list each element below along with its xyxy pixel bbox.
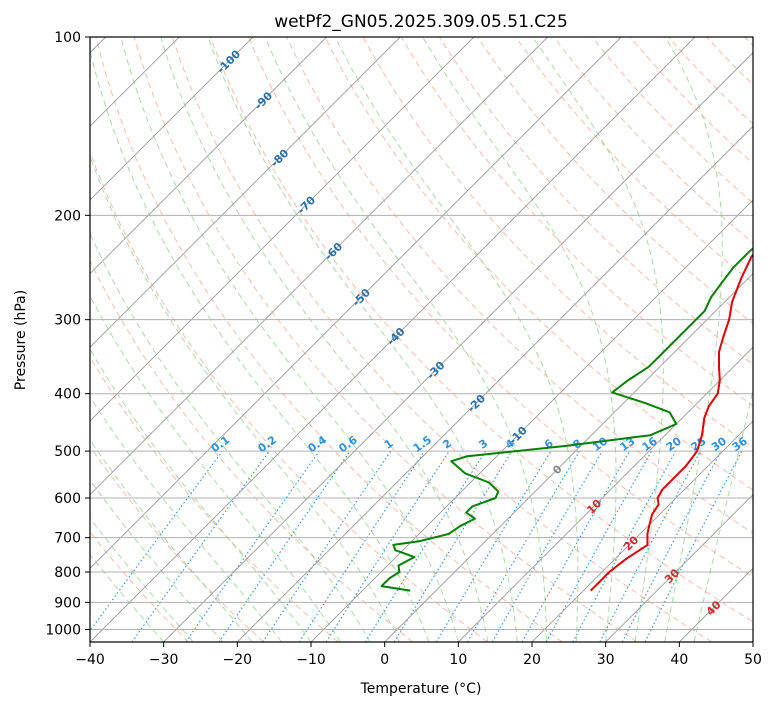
isotherm-line (531, 420, 753, 642)
mixing-ratio-line (644, 450, 743, 642)
dry-adiabat-line (438, 37, 753, 366)
y-tick-label: 400 (54, 387, 81, 403)
isotherm-line (457, 346, 753, 642)
isotherm-line (90, 37, 696, 642)
profile-series (380, 247, 753, 592)
dry-adiabat-line (133, 37, 638, 642)
isotherm-line (604, 493, 753, 642)
y-tick-label: 1000 (45, 622, 81, 638)
isotherms (90, 37, 753, 642)
mixing-ratio-line (185, 450, 320, 642)
y-tick-label: 800 (54, 565, 81, 581)
isotherm-line (162, 52, 753, 642)
isotherm-line (90, 37, 254, 201)
dry-adiabat-line (95, 37, 563, 642)
moist-adiabat-line (90, 48, 430, 642)
moist-adiabat-line (90, 517, 194, 642)
dry-adiabat-line (324, 37, 753, 491)
x-axis: −40 −30 −20 −10 0 10 20 30 40 50 (75, 642, 762, 668)
mixing-ratio-line (131, 450, 270, 642)
dry-adiabat-line (90, 445, 264, 642)
isotherm-line (90, 37, 549, 496)
moist-adiabat-line (693, 388, 753, 642)
y-tick-label: 300 (54, 313, 81, 329)
mixing-ratio-line (572, 450, 677, 642)
isotherm-line (236, 125, 753, 642)
moist-adiabat-line (90, 395, 282, 642)
mixing-ratio-line (218, 450, 351, 642)
y-axis-title: Pressure (hPa) (13, 290, 29, 390)
y-tick-label: 100 (54, 30, 81, 46)
mixing-ratio-lines (90, 450, 743, 642)
dewpoint-profile-line (380, 247, 753, 592)
moist-adiabat-line (90, 479, 223, 642)
x-tick-label: −10 (296, 652, 326, 668)
moist-adiabat-line (160, 37, 489, 642)
mixing-ratio-line (298, 450, 425, 642)
plot-area: -100-90-80-70-60-50-40-30-20-10010203040… (90, 37, 753, 642)
moist-adiabat-line (334, 37, 579, 642)
x-tick-label: 40 (670, 652, 688, 668)
isotherm-line (383, 273, 753, 642)
dry-adiabat-line (400, 37, 753, 407)
moist-adiabat-line (532, 37, 664, 642)
dry-adiabat-line (209, 37, 753, 623)
mixing-ratio-line (393, 450, 513, 642)
y-tick-label: 900 (54, 595, 81, 611)
mixing-ratio-line (262, 450, 392, 642)
mixing-ratio-line (545, 450, 653, 642)
moist-adiabat-line (90, 553, 165, 642)
x-tick-label: 10 (449, 652, 467, 668)
isotherm-line (90, 37, 475, 422)
moist-adiabat-line (264, 37, 548, 642)
moist-adiabat-line (664, 37, 723, 642)
dry-adiabat-line (90, 356, 339, 642)
y-tick-label: 600 (54, 491, 81, 507)
isotherm-line (310, 199, 753, 642)
temperature-profile-line (589, 253, 753, 592)
plot-frame (89, 36, 754, 643)
isotherm-line (90, 37, 328, 275)
moist-adiabat-line (120, 37, 459, 642)
dry-adiabat-line (286, 37, 753, 534)
x-tick-label: −30 (149, 652, 179, 668)
x-tick-label: −20 (223, 652, 253, 668)
moist-adiabat-line (90, 439, 253, 642)
x-tick-label: 0 (380, 652, 389, 668)
moist-adiabat-line (207, 37, 518, 642)
x-axis-title: Temperature (°C) (360, 681, 482, 697)
isotherm-line (90, 37, 622, 569)
dry-adiabat-line (171, 37, 712, 642)
mixing-ratio-line (325, 450, 450, 642)
pressure-gridlines (90, 37, 753, 630)
y-tick-label: 700 (54, 531, 81, 547)
x-tick-label: 20 (523, 652, 541, 668)
y-tick-label: 500 (54, 444, 81, 460)
dry-adiabat-line (362, 37, 753, 449)
y-axis: 100 200 300 400 500 600 700 800 900 1000 (45, 30, 90, 638)
chart-title: wetPf2_GN05.2025.309.05.51.C25 (274, 12, 568, 32)
dry-adiabats (90, 37, 753, 642)
moist-adiabat-line (90, 294, 341, 642)
mixing-ratio-line (90, 450, 223, 632)
x-tick-label: 30 (597, 652, 615, 668)
moist-adiabat-line (90, 155, 400, 642)
isotherm-line (90, 37, 401, 348)
dry-adiabat-line (248, 37, 753, 578)
x-tick-label: −40 (75, 652, 105, 668)
y-tick-label: 200 (54, 208, 81, 224)
moist-adiabat-line (90, 232, 371, 642)
dry-adiabat-line (90, 150, 488, 642)
mixing-ratio-line (521, 450, 630, 642)
moist-adiabat-line (422, 37, 617, 642)
x-tick-label: 50 (744, 652, 762, 668)
